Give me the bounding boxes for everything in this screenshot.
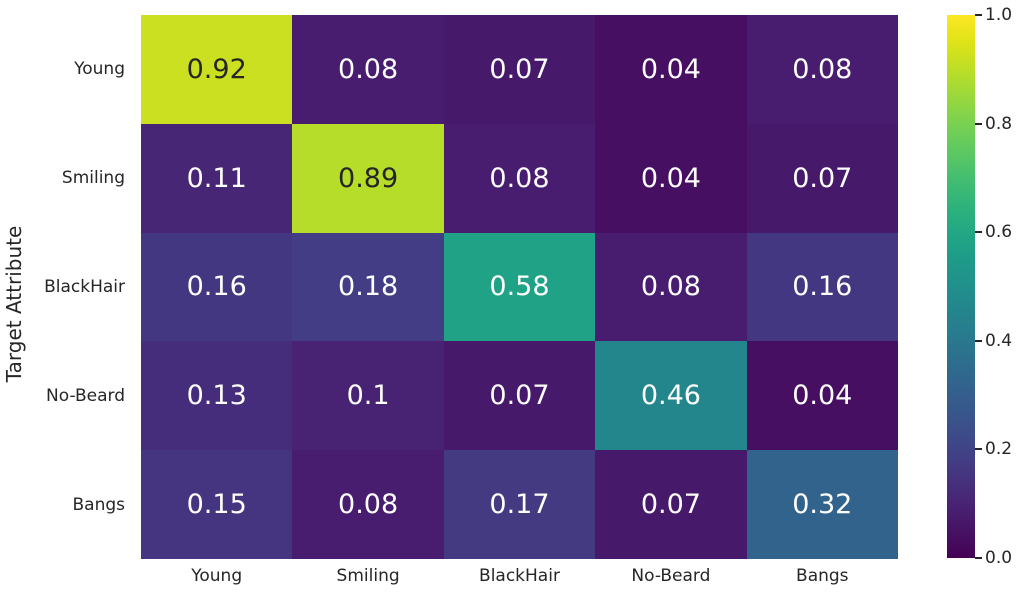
colorbar-tick-mark <box>975 448 982 451</box>
heatmap-cell: 0.04 <box>595 15 747 124</box>
heatmap-cell: 0.58 <box>443 232 596 342</box>
cell-value: 0.08 <box>338 53 399 85</box>
cell-value: 0.04 <box>640 162 701 194</box>
colorbar-tick-label: 1.0 <box>985 5 1013 25</box>
y-tick-label: Bangs <box>72 494 125 515</box>
cell-value: 0.89 <box>338 162 399 194</box>
cell-value: 0.11 <box>186 162 247 194</box>
colorbar-tick-label: 0.6 <box>985 222 1013 243</box>
heatmap-cell: 0.07 <box>746 123 898 233</box>
heatmap-cell: 0.07 <box>443 15 596 124</box>
colorbar-tick-label: 0.4 <box>985 330 1013 351</box>
x-tick-label: Bangs <box>796 566 849 586</box>
colorbar-tick-mark <box>975 14 982 16</box>
cell-value: 0.18 <box>338 271 399 303</box>
colorbar-tick-mark <box>975 339 982 342</box>
cell-value: 0.15 <box>186 489 247 521</box>
cell-value: 0.08 <box>640 271 701 303</box>
cell-value: 0.04 <box>792 380 853 412</box>
y-tick-label: Smiling <box>61 168 125 189</box>
heatmap-cell: 0.92 <box>141 15 293 124</box>
heatmap-grid: 0.92 0.08 0.07 0.04 0.08 0.11 0.89 0.08 0.04 0.07… <box>141 15 898 559</box>
colorbar-tick-label: 0.0 <box>985 548 1013 568</box>
heatmap-cell: 0.32 <box>746 450 898 559</box>
colorbar-tick-mark <box>975 122 982 125</box>
y-tick-label: BlackHair <box>44 276 125 297</box>
heatmap-cell: 0.1 <box>292 341 444 451</box>
cell-value: 0.08 <box>792 53 853 85</box>
heatmap-cell: 0.04 <box>746 341 898 451</box>
colorbar-tick-mark <box>975 557 982 559</box>
heatmap-cell: 0.16 <box>746 232 898 342</box>
x-tick-label: Smiling <box>336 566 400 586</box>
heatmap-cell: 0.04 <box>595 123 747 233</box>
y-tick-label: Young <box>74 59 125 80</box>
cell-value: 0.07 <box>489 53 550 85</box>
x-tick-label: BlackHair <box>479 566 560 586</box>
heatmap-cell: 0.17 <box>443 450 596 559</box>
heatmap-cell: 0.18 <box>292 232 444 342</box>
cell-value: 0.08 <box>338 489 399 521</box>
colorbar-tick-label: 0.8 <box>985 113 1013 134</box>
cell-value: 0.04 <box>640 53 701 85</box>
heatmap-cell: 0.16 <box>141 232 293 342</box>
cell-value: 0.92 <box>186 53 247 85</box>
y-tick-labels: Young Smiling BlackHair No-Beard Bangs <box>0 15 133 559</box>
y-tick-label: No-Beard <box>46 385 125 406</box>
cell-value: 0.58 <box>489 271 550 303</box>
cell-value: 0.17 <box>489 489 550 521</box>
cell-value: 0.1 <box>346 380 390 412</box>
cell-value: 0.13 <box>186 380 247 412</box>
heatmap-cell: 0.13 <box>141 341 293 451</box>
heatmap-cell: 0.08 <box>292 450 444 559</box>
heatmap-cell: 0.46 <box>595 341 747 451</box>
heatmap-cell: 0.07 <box>595 450 747 559</box>
colorbar-tick-mark <box>975 231 982 234</box>
heatmap-cell: 0.08 <box>443 123 596 233</box>
x-tick-labels: Young Smiling BlackHair No-Beard Bangs <box>141 563 898 589</box>
cell-value: 0.16 <box>792 271 853 303</box>
heatmap-cell: 0.08 <box>746 15 898 124</box>
x-tick-label: Young <box>191 566 243 586</box>
cell-value: 0.08 <box>489 162 550 194</box>
x-tick-label: No-Beard <box>631 566 711 586</box>
cell-value: 0.07 <box>489 380 550 412</box>
colorbar-tick-label: 0.2 <box>985 439 1013 460</box>
cell-value: 0.46 <box>640 380 701 412</box>
cell-value: 0.16 <box>186 271 247 303</box>
heatmap-cell: 0.08 <box>595 232 747 342</box>
cell-value: 0.07 <box>640 489 701 521</box>
colorbar <box>947 15 975 558</box>
heatmap-cell: 0.11 <box>141 123 293 233</box>
cell-value: 0.07 <box>792 162 853 194</box>
heatmap-cell: 0.08 <box>292 15 444 124</box>
heatmap-cell: 0.07 <box>443 341 596 451</box>
heatmap-cell: 0.89 <box>292 123 444 233</box>
cell-value: 0.32 <box>792 489 853 521</box>
heatmap-cell: 0.15 <box>141 450 293 559</box>
